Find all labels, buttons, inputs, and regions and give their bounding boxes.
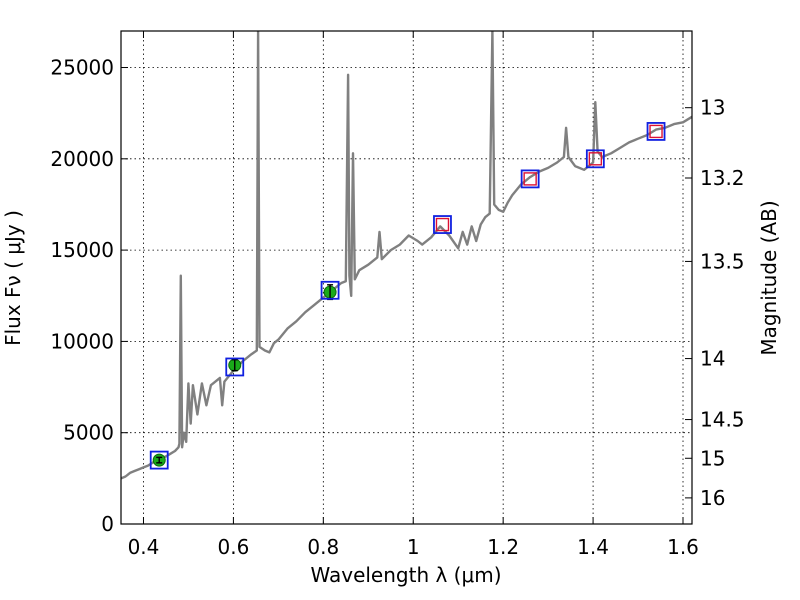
x-tick-label: 0.8 (307, 535, 339, 559)
model-point (225, 357, 245, 377)
x-tick-label: 0.6 (217, 535, 249, 559)
x-axis-title: Wavelength λ (μm) (310, 563, 501, 587)
y-tick-label: 25000 (50, 56, 114, 80)
y2-tick-label: 13.2 (700, 166, 745, 190)
y2-tick-label: 14 (700, 347, 725, 371)
synthetic-point (523, 172, 537, 186)
model-point (520, 169, 540, 189)
model-point (320, 280, 340, 300)
x-tick-label: 0.4 (128, 535, 160, 559)
x-tick-label: 1.2 (487, 535, 519, 559)
model-point (433, 215, 452, 234)
spectrum-line (121, 31, 692, 480)
y2-axis-title: Magnitude (AB) (757, 200, 781, 355)
spectrum-series (121, 31, 692, 480)
axis-ticks (121, 31, 692, 525)
y2-tick-label: 13 (700, 96, 725, 120)
x-tick-label: 1 (407, 535, 420, 559)
tick-labels: 0.4 0.6 0.8 1 1.2 1.4 1.6 0 5000 10000 15000 20000 2… (50, 56, 744, 559)
y2-tick-label: 16 (700, 486, 725, 510)
y-axis-title: Flux Fν ( μJy ) (1, 210, 25, 346)
y-tick-label: 5000 (63, 421, 114, 445)
y2-tick-label: 13.5 (700, 249, 745, 273)
photometry-markers (149, 122, 666, 470)
synthetic-point (588, 152, 603, 166)
plot-frame (120, 30, 693, 525)
model-point (646, 122, 666, 141)
y-tick-label: 10000 (50, 329, 114, 353)
y2-tick-label: 15 (700, 446, 725, 470)
y2-tick-label: 14.5 (700, 408, 745, 432)
y-tick-label: 20000 (50, 147, 114, 171)
x-tick-label: 1.6 (667, 535, 699, 559)
y-tick-label: 15000 (50, 238, 114, 262)
synthetic-point (435, 217, 450, 232)
model-point (585, 149, 605, 169)
model-point (149, 450, 169, 470)
y-tick-label: 0 (101, 512, 114, 536)
grid-lines (121, 31, 692, 524)
x-tick-label: 1.4 (577, 535, 609, 559)
synthetic-point (649, 124, 663, 139)
